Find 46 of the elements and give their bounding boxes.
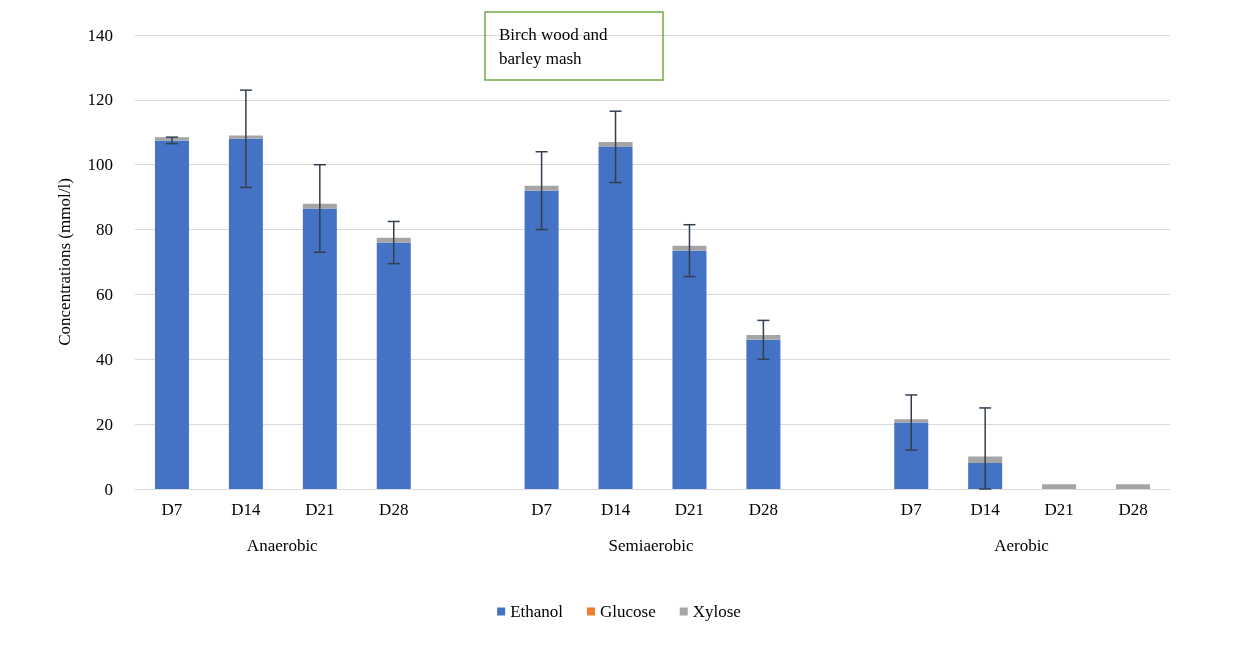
x-tick-label: D21 <box>674 500 705 519</box>
bar <box>672 250 707 489</box>
bar <box>598 146 633 489</box>
x-tick-label: D7 <box>531 500 553 519</box>
bar <box>968 463 1003 489</box>
bar <box>228 138 263 489</box>
bar <box>894 419 929 423</box>
bar <box>746 334 781 340</box>
text: Aerobic <box>994 536 1050 555</box>
bar <box>746 339 781 489</box>
x-tick-label: D28 <box>748 500 779 519</box>
y-axis-title: Concentrations (mmol/l) <box>55 178 74 346</box>
bar <box>598 142 633 147</box>
legend-label: Xylose <box>692 602 741 621</box>
bar <box>376 242 411 489</box>
text: Semiaerobic <box>608 536 694 555</box>
y-tick-label: 40 <box>96 349 113 369</box>
x-tick-label: D14 <box>600 500 631 519</box>
x-tick-label: D28 <box>1118 500 1148 519</box>
y-tick-label: 140 <box>87 25 113 45</box>
x-tick-label: D7 <box>900 500 923 519</box>
x-tick-label: D28 <box>379 500 409 519</box>
bar <box>672 245 707 251</box>
bar <box>1042 484 1077 489</box>
x-tick-label: D21 <box>1044 500 1074 519</box>
bar <box>154 140 189 489</box>
text: Anaerobic <box>246 536 319 555</box>
chart-title: Birch wood and barley mash <box>499 24 612 68</box>
y-tick-label: 120 <box>87 90 113 110</box>
bar <box>524 190 559 489</box>
x-tick-label: D14 <box>231 500 262 519</box>
legend-label: Ethanol <box>510 602 564 621</box>
y-tick-label: 60 <box>96 284 113 304</box>
bar <box>376 237 411 243</box>
bar <box>524 185 559 191</box>
x-tick-label: D7 <box>161 500 183 519</box>
y-tick-label: 100 <box>87 155 113 175</box>
x-tick-label: D21 <box>305 500 335 519</box>
bar <box>894 422 929 489</box>
legend-label: Glucose <box>600 602 656 621</box>
x-tick-label: D14 <box>970 500 1001 519</box>
y-tick-label: 20 <box>96 414 113 434</box>
y-tick-label: 80 <box>96 220 113 240</box>
y-tick-label: 0 <box>104 479 113 499</box>
bar <box>302 208 337 489</box>
bar <box>1116 484 1151 489</box>
